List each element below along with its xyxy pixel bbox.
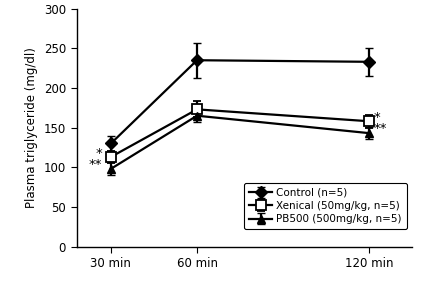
Text: **: ** (89, 158, 102, 171)
Text: **: ** (374, 122, 387, 135)
Text: *: * (96, 147, 102, 160)
Text: *: * (374, 111, 380, 124)
Y-axis label: Plasma triglyceride (mg/dl): Plasma triglyceride (mg/dl) (25, 47, 38, 208)
Legend: Control (n=5), Xenical (50mg/kg, n=5), PB500 (500mg/kg, n=5): Control (n=5), Xenical (50mg/kg, n=5), P… (244, 183, 407, 229)
